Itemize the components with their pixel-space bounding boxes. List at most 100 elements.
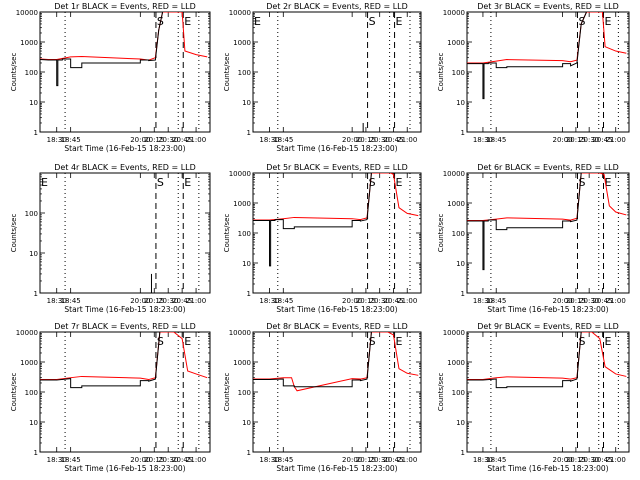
marker-label: E [184, 176, 191, 189]
y-tick-label: 10 [456, 99, 465, 107]
x-tick-label: 18:30 [473, 456, 493, 464]
x-tick-label: 20:00 [342, 456, 362, 464]
marker-label: S [369, 15, 376, 28]
y-axis-label: Counts/sec [10, 214, 18, 253]
y-axis-label: Counts/sec [223, 373, 231, 412]
marker-label: E [396, 176, 403, 189]
marker-label: E [605, 335, 612, 348]
series-group [40, 12, 208, 87]
y-tick-label: 10 [456, 419, 465, 427]
x-tick-label: 20:00 [130, 297, 150, 305]
y-tick-label: 10 [242, 419, 251, 427]
x-tick-label: 21:00 [606, 297, 626, 305]
marker-label: S [369, 335, 376, 348]
series-group [467, 12, 627, 100]
marker-label: E [254, 15, 261, 28]
series-group [253, 332, 419, 392]
y-tick-label: 1 [247, 449, 251, 457]
y-axis-label: Counts/sec [223, 214, 231, 253]
chart-panel: Det 1r BLACK = Events, RED = LLD 1 10 100 10… [10, 2, 211, 153]
x-axis-label: Start Time (16-Feb-15 18:23:00) [487, 464, 608, 473]
y-tick-label: 1000 [233, 200, 251, 208]
x-tick-label: 18:30 [47, 136, 67, 144]
x-tick-label: 21:00 [397, 297, 417, 305]
marker-label: S [369, 176, 376, 189]
chart-title: Det 1r BLACK = Events, RED = LLD [54, 2, 196, 11]
x-tick-label: 20:00 [342, 297, 362, 305]
x-tick-label: 21:00 [397, 136, 417, 144]
x-tick-label: 18:30 [259, 136, 279, 144]
y-tick-label: 1 [461, 449, 465, 457]
chart-title: Det 4r BLACK = Events, RED = LLD [54, 163, 196, 172]
x-tick-label: 20:15 [356, 136, 376, 144]
x-tick-label: 18:45 [486, 456, 506, 464]
events-series-line [467, 12, 587, 100]
x-tick-label: 20:30 [579, 297, 599, 305]
y-axis-label: Counts/sec [10, 53, 18, 92]
x-tick-label: 20:00 [553, 297, 573, 305]
y-tick-label: 1000 [447, 39, 465, 47]
chart-title: Det 8r BLACK = Events, RED = LLD [266, 322, 408, 331]
y-tick-label: 100 [25, 389, 38, 397]
chart-panel: Det 3r BLACK = Events, RED = LLD 1 10 100 10… [437, 2, 630, 144]
y-tick-label: 1000 [20, 359, 38, 367]
x-tick-label: 21:00 [186, 297, 206, 305]
x-tick-label: 20:30 [370, 456, 390, 464]
series-group [253, 173, 419, 267]
x-axis-label: Start Time (16-Feb-15 18:23:00) [64, 305, 185, 314]
events-series-line [253, 332, 372, 388]
x-tick-label: 20:45 [592, 136, 612, 144]
y-tick-label: 1000 [447, 200, 465, 208]
y-tick-label: 10 [242, 260, 251, 268]
marker-label: E [184, 15, 191, 28]
series-group [40, 332, 208, 389]
chart-panel: Det 7r BLACK = Events, RED = LLD 1 10 100 10… [10, 322, 211, 473]
x-tick-label: 20:45 [172, 136, 192, 144]
x-tick-label: 18:45 [61, 456, 81, 464]
events-series-line [467, 332, 582, 389]
marker-label: S [157, 176, 164, 189]
chart-panel: Det 8r BLACK = Events, RED = LLD 1 10 100 10… [223, 322, 422, 473]
marker-label: S [578, 335, 585, 348]
x-tick-label: 18:30 [47, 297, 67, 305]
x-tick-label: 20:30 [579, 136, 599, 144]
y-axis-label: Counts/sec [223, 53, 231, 92]
x-axis-label: Start Time (16-Feb-15 18:23:00) [276, 464, 397, 473]
x-tick-label: 21:00 [186, 456, 206, 464]
x-tick-label: 20:45 [172, 456, 192, 464]
x-tick-label: 20:00 [553, 456, 573, 464]
x-tick-label: 18:30 [473, 136, 493, 144]
x-axis-label: Start Time (16-Feb-15 18:23:00) [276, 144, 397, 153]
x-tick-label: 20:45 [383, 136, 403, 144]
chart-title: Det 2r BLACK = Events, RED = LLD [266, 2, 408, 11]
x-tick-label: 20:00 [130, 136, 150, 144]
y-tick-label: 10 [456, 260, 465, 268]
y-tick-label: 100 [452, 69, 465, 77]
y-tick-label: 100 [452, 230, 465, 238]
chart-panel: Det 6r BLACK = Events, RED = LLD 1 10 100 10… [437, 163, 630, 314]
marker-label: S [578, 176, 585, 189]
x-tick-label: 20:15 [566, 136, 586, 144]
y-tick-label: 10000 [16, 329, 38, 337]
x-tick-label: 20:00 [342, 136, 362, 144]
y-tick-label: 1 [247, 290, 251, 298]
y-axis-label: Counts/sec [437, 53, 445, 92]
y-tick-label: 1 [461, 129, 465, 137]
x-tick-label: 20:15 [566, 297, 586, 305]
y-tick-label: 100 [25, 69, 38, 77]
y-tick-label: 10 [29, 99, 38, 107]
y-tick-label: 1000 [233, 359, 251, 367]
x-tick-label: 18:30 [259, 297, 279, 305]
x-tick-label: 20:45 [383, 456, 403, 464]
x-tick-label: 21:00 [186, 136, 206, 144]
x-tick-label: 20:00 [553, 136, 573, 144]
x-tick-label: 21:00 [606, 456, 626, 464]
x-tick-label: 20:30 [579, 456, 599, 464]
marker-label: E [605, 15, 612, 28]
y-axis-label: Counts/sec [10, 373, 18, 412]
y-tick-label: 1 [461, 290, 465, 298]
y-tick-label: 10 [242, 99, 251, 107]
x-tick-label: 20:15 [566, 456, 586, 464]
x-tick-label: 21:00 [397, 456, 417, 464]
y-tick-label: 10000 [229, 9, 251, 17]
